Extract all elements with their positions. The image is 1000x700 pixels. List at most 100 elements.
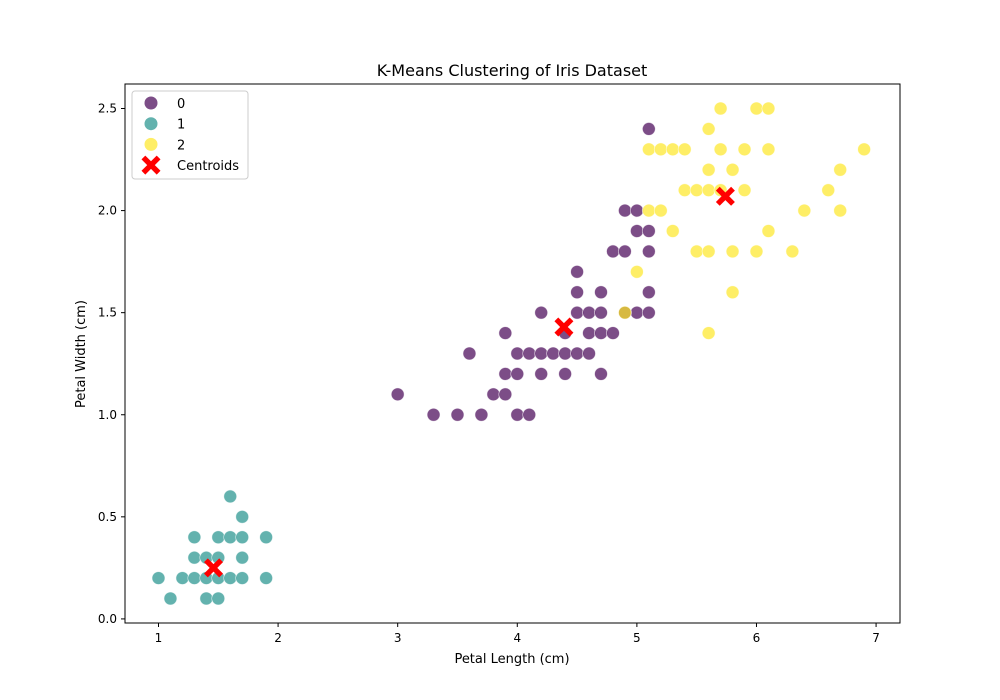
data-point-cluster-2: [737, 142, 752, 157]
data-point-cluster-1: [223, 571, 238, 585]
y-tick-label: 0.0: [98, 612, 117, 626]
legend-label: 0: [177, 97, 185, 112]
centroid-marker: [715, 186, 735, 206]
legend-marker: [141, 155, 161, 175]
data-point-cluster-2: [641, 142, 656, 157]
data-point-cluster-0: [570, 264, 584, 279]
data-point-cluster-1: [151, 571, 166, 585]
data-point-cluster-0: [582, 346, 596, 361]
x-tick-label: 4: [513, 631, 521, 645]
data-point-cluster-2: [641, 203, 656, 218]
data-point-cluster-0: [558, 346, 573, 361]
data-point-cluster-0: [546, 346, 561, 361]
y-tick-label: 1.5: [98, 306, 117, 320]
data-point-cluster-0: [498, 326, 513, 340]
data-point-cluster-0: [594, 326, 608, 340]
data-point-cluster-1: [235, 571, 250, 585]
points-layer: [151, 101, 872, 606]
data-point-cluster-2: [749, 244, 764, 259]
data-point-cluster-2: [737, 183, 752, 198]
data-point-cluster-0: [606, 244, 620, 259]
data-point-cluster-2: [653, 203, 668, 218]
data-point-cluster-2: [725, 162, 740, 177]
data-point-cluster-2: [653, 142, 668, 157]
data-point-cluster-2: [665, 142, 680, 157]
legend-label: 1: [177, 118, 185, 133]
x-axis-ticks: 1 2 3 4 5 6 7: [155, 623, 880, 645]
data-point-cluster-1: [211, 591, 226, 606]
data-point-cluster-1: [199, 591, 214, 606]
data-point-cluster-1: [187, 550, 202, 565]
data-point-cluster-0: [570, 346, 584, 361]
data-point-cluster-1: [259, 530, 274, 545]
data-point-cluster-0: [582, 305, 596, 320]
data-point-cluster-1: [223, 530, 238, 545]
data-point-cluster-0: [606, 326, 620, 340]
legend: 0 1 2 Centroids: [131, 90, 249, 180]
data-point-cluster-1: [259, 571, 274, 585]
y-axis-ticks: 0.0 0.5 1.0 1.5 2.0 2.5: [98, 102, 125, 626]
data-point-cluster-2: [618, 305, 632, 320]
x-axis-label: Petal Length (cm): [454, 652, 569, 667]
data-point-cluster-0: [510, 407, 525, 422]
data-point-cluster-0: [450, 407, 465, 422]
data-point-cluster-2: [677, 142, 692, 157]
data-point-cluster-2: [713, 142, 728, 157]
data-point-cluster-2: [701, 326, 716, 340]
data-point-cluster-2: [761, 142, 776, 157]
data-point-cluster-0: [618, 244, 632, 259]
data-point-cluster-0: [486, 387, 501, 402]
data-point-cluster-0: [570, 285, 584, 300]
data-point-cluster-2: [725, 285, 740, 300]
data-point-cluster-0: [641, 305, 656, 320]
data-point-cluster-0: [390, 387, 405, 402]
data-point-cluster-0: [570, 305, 584, 320]
data-point-cluster-0: [558, 367, 573, 381]
data-point-cluster-0: [582, 326, 596, 340]
legend-box: [131, 90, 249, 180]
data-point-cluster-0: [510, 367, 525, 381]
data-point-cluster-1: [175, 571, 190, 585]
x-tick-label: 1: [155, 631, 163, 645]
data-point-cluster-0: [641, 244, 656, 259]
data-point-cluster-1: [235, 530, 250, 545]
x-tick-label: 6: [753, 631, 761, 645]
data-point-cluster-0: [594, 305, 608, 320]
data-point-cluster-2: [689, 183, 704, 198]
y-tick-label: 1.0: [98, 408, 117, 422]
x-tick-label: 7: [872, 631, 880, 645]
data-point-cluster-2: [701, 122, 716, 136]
data-point-cluster-0: [594, 367, 608, 381]
data-point-cluster-0: [474, 407, 489, 422]
data-point-cluster-0: [510, 346, 525, 361]
data-point-cluster-0: [534, 346, 549, 361]
data-point-cluster-2: [761, 101, 776, 116]
data-point-cluster-2: [833, 162, 848, 177]
data-point-cluster-1: [235, 550, 250, 565]
data-point-cluster-2: [725, 244, 740, 259]
data-point-cluster-0: [534, 305, 549, 320]
data-point-cluster-2: [701, 162, 716, 177]
y-tick-label: 2.0: [98, 204, 117, 218]
data-point-cluster-0: [618, 203, 632, 218]
x-tick-label: 2: [274, 631, 282, 645]
plot-frame: [124, 83, 901, 624]
data-point-cluster-2: [665, 224, 680, 238]
data-point-cluster-2: [701, 183, 716, 198]
data-point-cluster-0: [641, 122, 656, 136]
legend-marker: [144, 137, 158, 151]
data-point-cluster-0: [629, 224, 644, 238]
data-point-cluster-2: [833, 203, 848, 218]
x-tick-label: 5: [633, 631, 641, 645]
y-axis-label: Petal Width (cm): [74, 300, 89, 408]
legend-label: Centroids: [177, 159, 239, 174]
data-point-cluster-1: [187, 571, 202, 585]
data-point-cluster-0: [629, 305, 644, 320]
legend-marker: [144, 96, 158, 110]
data-point-cluster-0: [498, 387, 513, 402]
data-point-cluster-0: [629, 203, 644, 218]
data-point-cluster-0: [641, 224, 656, 238]
x-tick-label: 3: [394, 631, 402, 645]
y-tick-label: 2.5: [98, 102, 117, 116]
data-point-cluster-2: [821, 183, 836, 198]
